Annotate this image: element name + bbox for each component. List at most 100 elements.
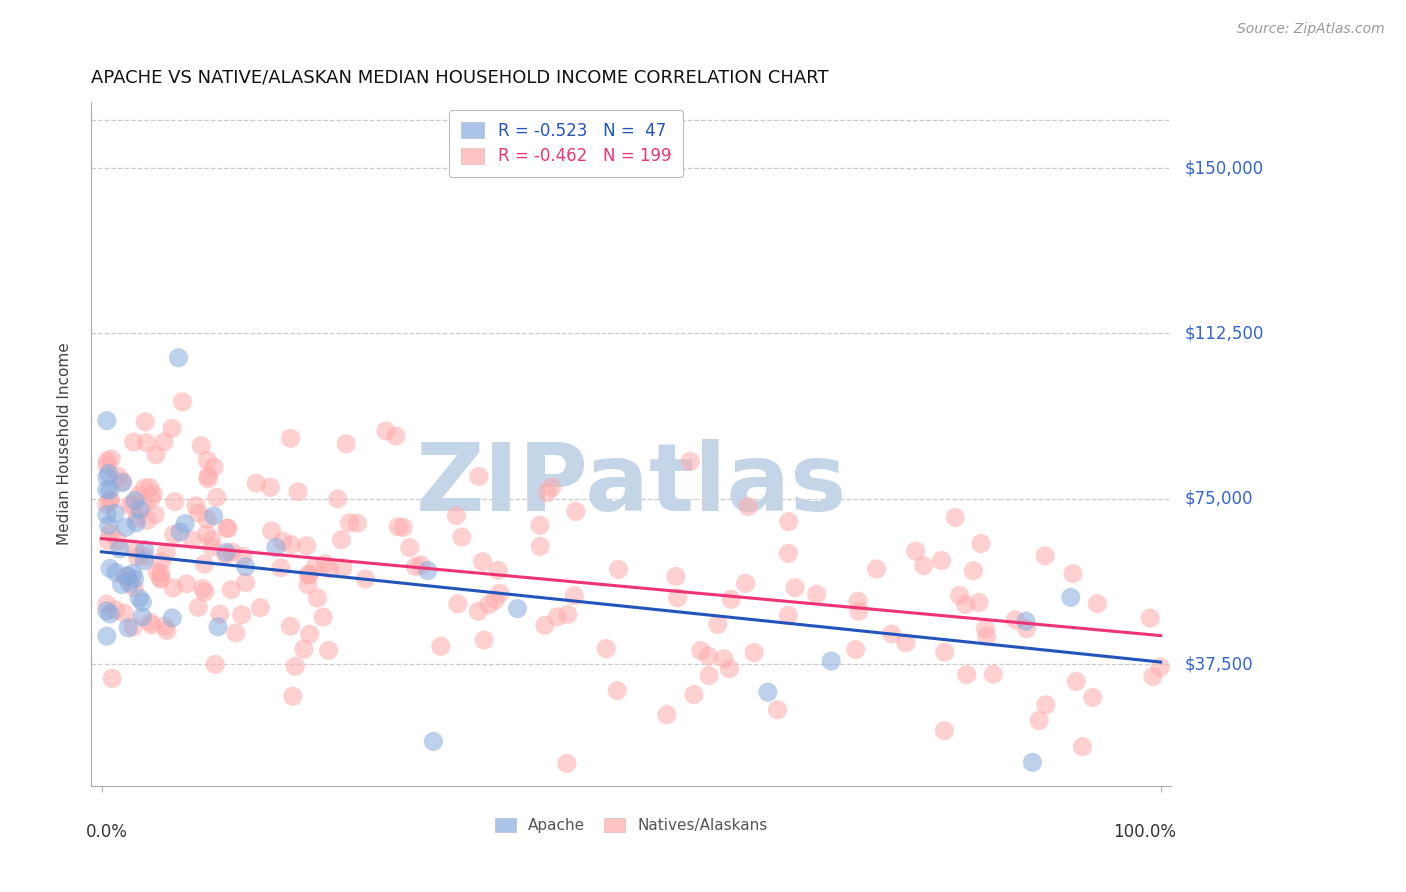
Point — [139, 481, 162, 495]
Point — [98, 493, 121, 508]
Point — [967, 595, 990, 609]
Point — [114, 570, 136, 584]
Point — [297, 578, 319, 592]
Point — [955, 598, 977, 612]
Point — [565, 504, 588, 518]
Point — [697, 668, 720, 682]
Point — [970, 536, 993, 550]
Point — [430, 640, 453, 654]
Point — [948, 589, 970, 603]
Point — [149, 571, 172, 585]
Point — [1028, 714, 1050, 728]
Point — [96, 597, 118, 611]
Point — [540, 480, 562, 494]
Point — [197, 469, 219, 483]
Y-axis label: Median Household Income: Median Household Income — [58, 343, 72, 545]
Point — [962, 564, 984, 578]
Point — [298, 567, 321, 582]
Point — [280, 538, 302, 552]
Point — [346, 516, 368, 531]
Point — [124, 493, 146, 508]
Point — [335, 437, 357, 451]
Point — [96, 629, 118, 643]
Point — [143, 508, 166, 522]
Point — [880, 627, 903, 641]
Text: APACHE VS NATIVE/ALASKAN MEDIAN HOUSEHOLD INCOME CORRELATION CHART: APACHE VS NATIVE/ALASKAN MEDIAN HOUSEHOL… — [91, 69, 828, 87]
Point — [707, 617, 730, 632]
Point — [337, 516, 360, 530]
Point — [405, 559, 427, 574]
Point — [145, 448, 167, 462]
Point — [564, 589, 586, 603]
Point — [595, 641, 617, 656]
Point — [555, 756, 578, 771]
Point — [298, 627, 321, 641]
Point — [141, 618, 163, 632]
Point — [134, 481, 156, 495]
Point — [205, 491, 228, 505]
Point — [354, 572, 377, 586]
Text: Source: ZipAtlas.com: Source: ZipAtlas.com — [1237, 22, 1385, 37]
Point — [208, 607, 231, 621]
Point — [943, 510, 966, 524]
Point — [195, 513, 218, 527]
Point — [225, 626, 247, 640]
Point — [529, 518, 551, 533]
Text: $112,500: $112,500 — [1185, 325, 1264, 343]
Point — [122, 620, 145, 634]
Point — [446, 508, 468, 523]
Point — [1035, 698, 1057, 712]
Point — [326, 491, 349, 506]
Point — [1015, 622, 1038, 636]
Point — [468, 469, 491, 483]
Point — [195, 527, 218, 541]
Point — [392, 520, 415, 534]
Point — [471, 555, 494, 569]
Point — [416, 564, 439, 578]
Point — [271, 534, 294, 549]
Point — [734, 576, 756, 591]
Point — [202, 460, 225, 475]
Point — [1062, 566, 1084, 581]
Point — [153, 619, 176, 633]
Point — [718, 662, 741, 676]
Point — [134, 542, 156, 557]
Text: $75,000: $75,000 — [1185, 490, 1254, 508]
Point — [114, 607, 136, 621]
Point — [312, 610, 335, 624]
Point — [486, 563, 509, 577]
Text: 100.0%: 100.0% — [1114, 823, 1177, 841]
Point — [214, 548, 236, 562]
Point — [689, 643, 711, 657]
Point — [904, 544, 927, 558]
Legend: Apache, Natives/Alaskans: Apache, Natives/Alaskans — [488, 812, 773, 839]
Point — [122, 581, 145, 595]
Point — [104, 566, 127, 580]
Point — [287, 484, 309, 499]
Point — [107, 469, 129, 483]
Point — [100, 494, 122, 508]
Point — [976, 630, 998, 644]
Point — [187, 506, 209, 520]
Point — [134, 415, 156, 429]
Point — [108, 541, 131, 556]
Point — [330, 533, 353, 547]
Text: $150,000: $150,000 — [1185, 159, 1264, 178]
Point — [697, 649, 720, 664]
Point — [983, 667, 1005, 681]
Point — [219, 582, 242, 597]
Point — [155, 545, 177, 559]
Point — [318, 562, 340, 576]
Point — [260, 524, 283, 538]
Point — [184, 499, 207, 513]
Point — [127, 549, 149, 564]
Text: $37,500: $37,500 — [1185, 656, 1254, 673]
Point — [231, 607, 253, 622]
Point — [96, 470, 118, 484]
Point — [245, 476, 267, 491]
Point — [1139, 611, 1161, 625]
Point — [128, 591, 150, 606]
Point — [162, 581, 184, 595]
Point — [100, 451, 122, 466]
Point — [131, 610, 153, 624]
